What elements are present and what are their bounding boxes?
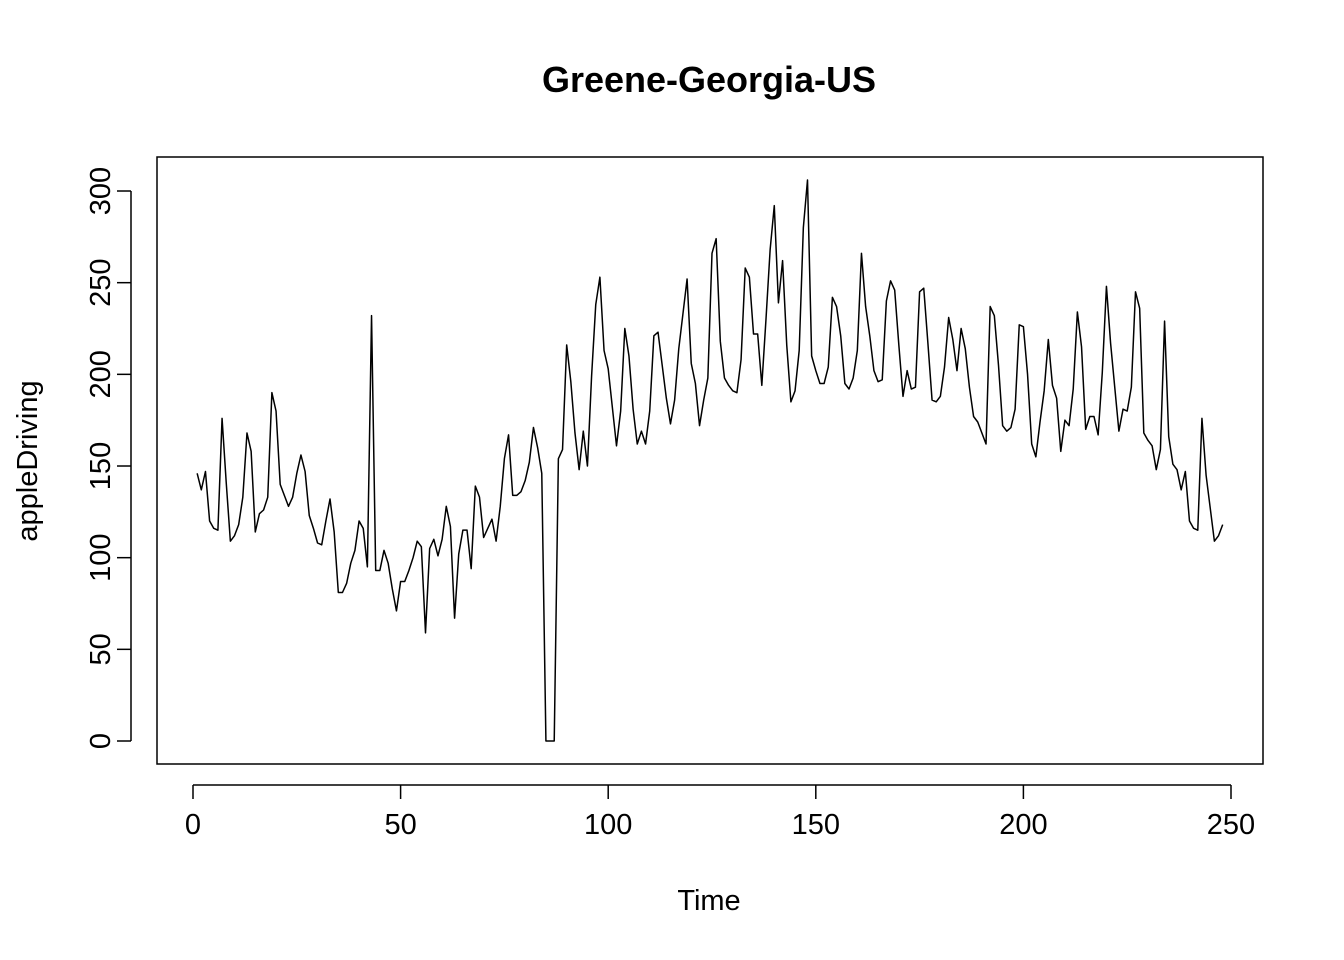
y-axis-label: appleDriving bbox=[12, 380, 44, 541]
series-line-appleDriving bbox=[196, 179, 1224, 742]
y-tick-label: 150 bbox=[85, 442, 117, 490]
x-tick-label: 150 bbox=[792, 809, 840, 841]
y-tick-label: 100 bbox=[85, 533, 117, 581]
chart-title: Greene-Georgia-US bbox=[542, 59, 876, 100]
y-axis: 0 50 100 150 200 250 300 bbox=[85, 167, 132, 749]
y-tick-label: 300 bbox=[85, 167, 117, 215]
x-tick-label: 250 bbox=[1207, 809, 1255, 841]
x-tick-label: 50 bbox=[384, 809, 416, 841]
x-tick-label: 0 bbox=[185, 809, 201, 841]
x-axis: 0 50 100 150 200 250 bbox=[185, 784, 1255, 841]
plot-frame bbox=[156, 156, 1264, 765]
x-tick-label: 200 bbox=[999, 809, 1047, 841]
x-tick-label: 100 bbox=[584, 809, 632, 841]
y-tick-label: 0 bbox=[85, 733, 117, 749]
y-tick-label: 250 bbox=[85, 258, 117, 306]
y-tick-label: 50 bbox=[85, 633, 117, 665]
x-axis-label: Time bbox=[677, 885, 740, 917]
y-tick-label: 200 bbox=[85, 350, 117, 398]
